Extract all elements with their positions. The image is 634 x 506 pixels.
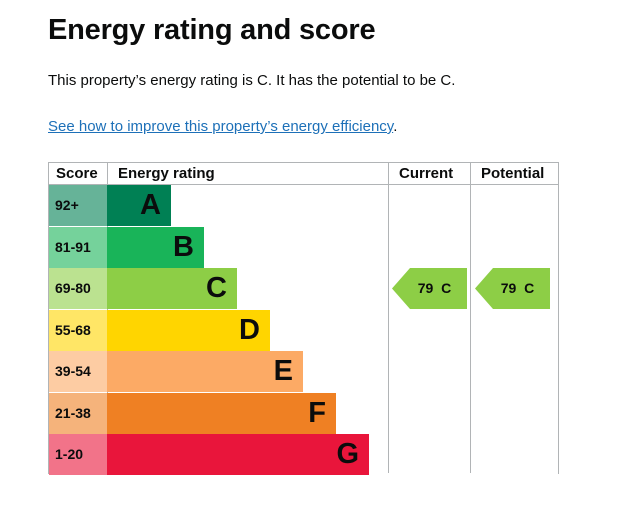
score-range-g: 1-20: [49, 434, 107, 475]
link-suffix: .: [393, 118, 398, 135]
rating-bar-b: B: [107, 227, 204, 268]
improve-link-line: See how to improve this property’s energ…: [48, 118, 397, 135]
score-range-a: 92+: [49, 185, 107, 226]
rating-letter-g: G: [336, 438, 359, 470]
page-title: Energy rating and score: [48, 14, 376, 46]
column-divider: [388, 162, 389, 473]
rating-bar-f: F: [107, 393, 336, 434]
current-rating-arrow: 79 C: [392, 268, 467, 309]
potential-rating-arrow-label: 79 C: [500, 280, 535, 296]
score-range-b: 81-91: [49, 227, 107, 268]
chart-frame: [48, 162, 559, 474]
header-potential: Potential: [481, 165, 545, 182]
rating-letter-a: A: [140, 189, 161, 221]
header-current: Current: [399, 165, 454, 182]
column-divider: [470, 162, 471, 473]
improve-efficiency-link[interactable]: See how to improve this property’s energ…: [48, 118, 394, 135]
rating-letter-d: D: [239, 314, 260, 346]
rating-letter-c: C: [206, 272, 227, 304]
header-divider: [48, 184, 558, 185]
score-range-e: 39-54: [49, 351, 107, 392]
header-score: Score: [56, 165, 98, 182]
energy-rating-chart: Score Energy rating Current Potential 92…: [48, 162, 559, 475]
potential-rating-arrow-fill: [475, 268, 550, 309]
current-rating-arrow-label: 79 C: [417, 280, 452, 296]
rating-letter-e: E: [273, 355, 293, 387]
rating-bar-a: A: [107, 185, 171, 226]
rating-summary: This property’s energy rating is C. It h…: [48, 72, 456, 89]
score-range-d: 55-68: [49, 310, 107, 351]
rating-bar-d: D: [107, 310, 270, 351]
rating-bar-e: E: [107, 351, 303, 392]
header-energy-rating: Energy rating: [118, 165, 215, 182]
rating-letter-b: B: [173, 231, 194, 263]
score-range-c: 69-80: [49, 268, 107, 309]
potential-rating-arrow: 79 C: [475, 268, 550, 309]
rating-bar-g: G: [107, 434, 369, 475]
current-rating-arrow-shape: [392, 268, 467, 309]
rating-letter-f: F: [308, 397, 326, 429]
potential-rating-arrow-shape: [475, 268, 550, 309]
rating-bar-c: C: [107, 268, 237, 309]
score-range-f: 21-38: [49, 393, 107, 434]
current-rating-arrow-fill: [392, 268, 467, 309]
